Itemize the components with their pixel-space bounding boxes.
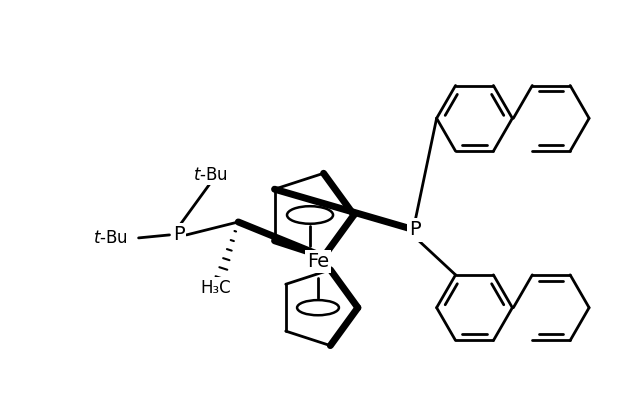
Text: P: P — [409, 220, 420, 239]
Text: $\it{t}$-Bu: $\it{t}$-Bu — [93, 229, 128, 247]
Text: Fe: Fe — [307, 252, 329, 272]
Text: $\it{t}$-Bu: $\it{t}$-Bu — [193, 166, 228, 184]
Text: Fe: Fe — [307, 252, 329, 272]
Text: H₃C: H₃C — [200, 279, 230, 297]
Text: P: P — [173, 225, 184, 244]
